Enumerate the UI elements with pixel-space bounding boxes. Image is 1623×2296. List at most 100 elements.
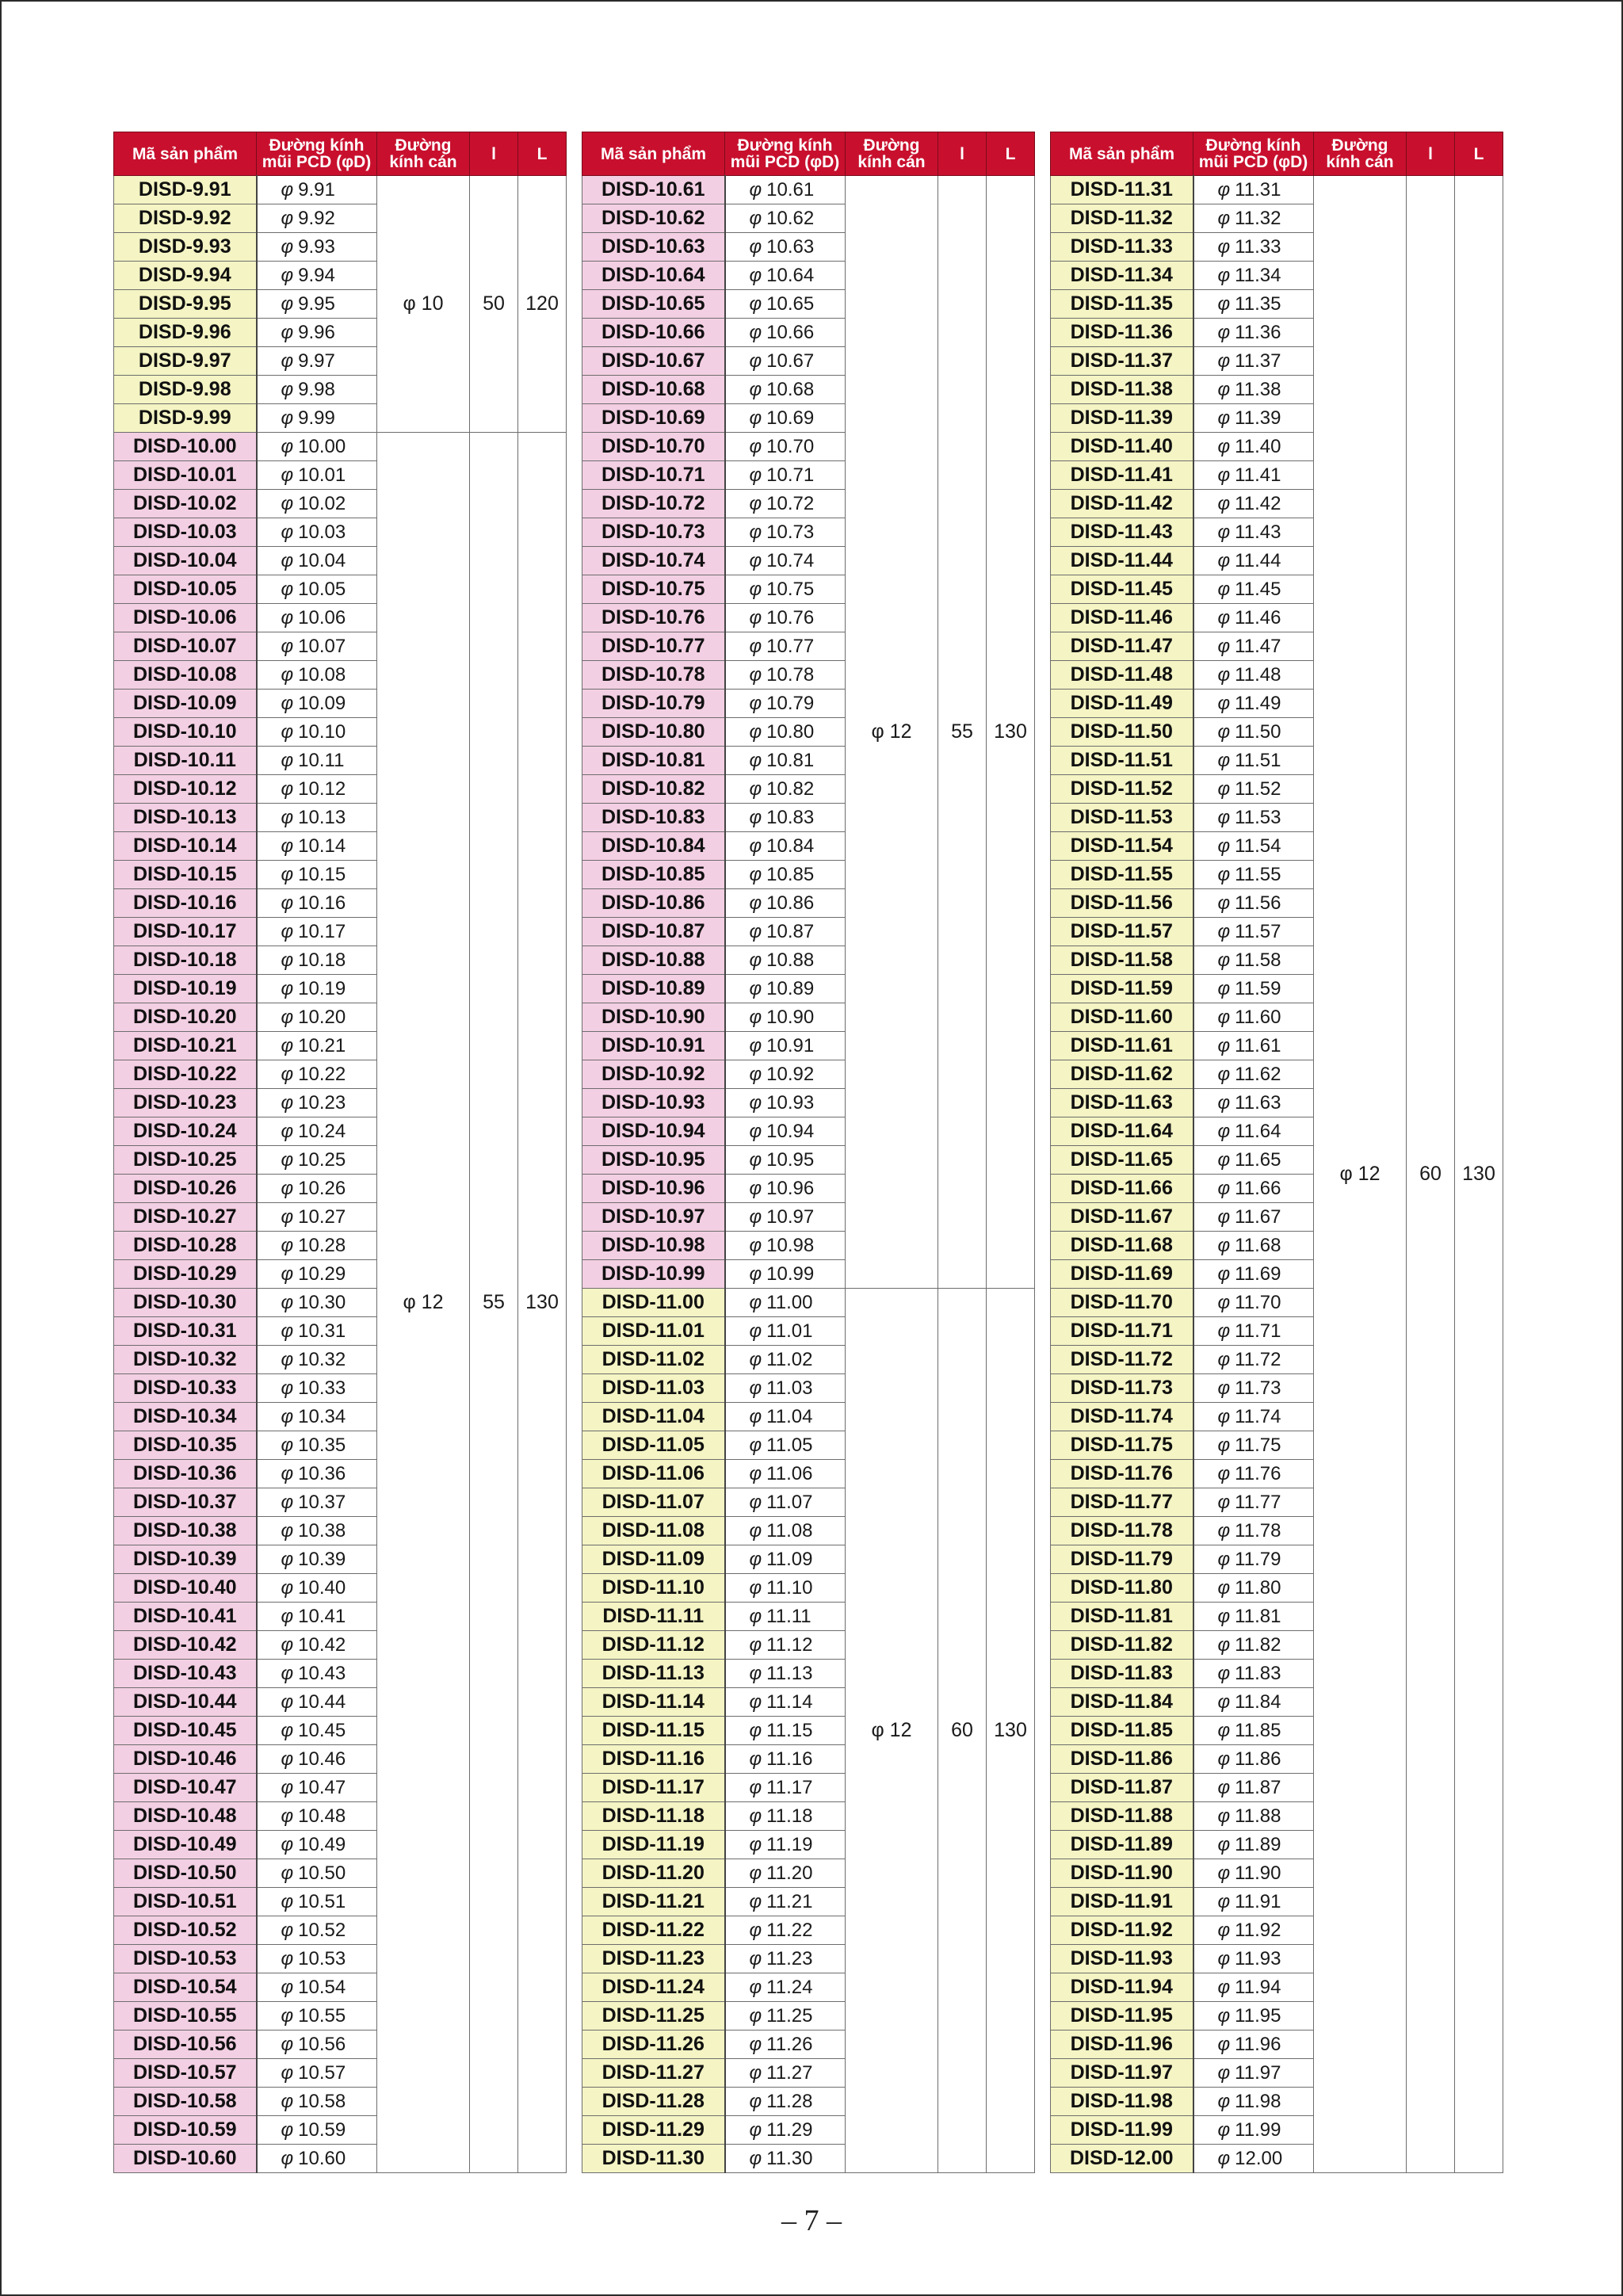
phi-symbol: φ (281, 635, 294, 657)
shank-diameter-cell: φ 12 (845, 175, 938, 1289)
phi-symbol: φ (281, 1348, 294, 1370)
pcd-diameter-cell: φ 9.93 (256, 232, 377, 262)
phi-symbol: φ (749, 1548, 762, 1570)
pcd-diameter-value: 11.36 (1235, 321, 1281, 343)
phi-symbol: φ (281, 521, 294, 543)
phi-symbol: φ (749, 1976, 762, 1998)
product-code-cell: DISD-11.69 (1050, 1259, 1194, 1289)
product-code-cell: DISD-11.32 (1050, 204, 1194, 233)
pcd-diameter-value: 11.39 (1235, 407, 1281, 429)
phi-symbol: φ (1217, 806, 1231, 828)
table-row: DISD-10.20 φ 10.20 (113, 1003, 567, 1032)
table-row: DISD-11.26 φ 11.26 (582, 2030, 1035, 2059)
product-code-cell: DISD-11.95 (1050, 2001, 1194, 2030)
product-code-cell: DISD-11.45 (1050, 575, 1194, 604)
pcd-diameter-cell: φ 10.91 (724, 1031, 846, 1060)
product-code-cell: DISD-11.17 (582, 1773, 726, 1802)
product-code-cell: DISD-11.66 (1050, 1174, 1194, 1203)
table-row: DISD-11.31 φ 11.31 φ 12 60 130 (1050, 175, 1503, 2173)
pcd-diameter-value: 11.57 (1235, 920, 1281, 942)
product-code-cell: DISD-11.11 (582, 1602, 726, 1631)
phi-symbol: φ (281, 1177, 294, 1199)
product-code-cell: DISD-10.16 (113, 888, 258, 918)
product-code-cell: DISD-11.00 (582, 1288, 726, 1317)
table-row: DISD-10.00 φ 10.00 φ 12 55 130 (113, 432, 567, 2173)
pcd-diameter-cell: φ 10.56 (256, 2030, 377, 2059)
pcd-diameter-cell: φ 11.97 (1193, 2058, 1314, 2088)
pcd-diameter-value: 11.22 (766, 1919, 813, 1941)
pcd-diameter-cell: φ 11.46 (1193, 603, 1314, 632)
pcd-diameter-cell: φ 10.26 (256, 1174, 377, 1203)
pcd-diameter-value: 10.94 (766, 1120, 815, 1142)
pcd-diameter-cell: φ 11.79 (1193, 1545, 1314, 1574)
table-row: DISD-11.57 φ 11.57 (1050, 917, 1503, 946)
phi-symbol: φ (749, 806, 762, 828)
table-row: DISD-10.78 φ 10.78 (582, 660, 1035, 690)
product-code-cell: DISD-11.78 (1050, 1516, 1194, 1545)
pcd-diameter-cell: φ 10.16 (256, 888, 377, 918)
pcd-diameter-value: 10.28 (298, 1234, 346, 1256)
product-code-cell: DISD-10.15 (113, 860, 258, 889)
product-code-cell: DISD-11.31 (1050, 175, 1194, 204)
table-row: DISD-11.65 φ 11.65 (1050, 1145, 1503, 1175)
table-row: DISD-9.94 φ 9.94 (113, 261, 567, 290)
pcd-diameter-cell: φ 11.18 (724, 1801, 846, 1831)
pcd-diameter-value: 11.84 (1235, 1690, 1281, 1713)
pcd-diameter-cell: φ 9.94 (256, 261, 377, 290)
pcd-diameter-value: 10.98 (766, 1234, 815, 1256)
table-row: DISD-10.65 φ 10.65 (582, 289, 1035, 319)
product-code-cell: DISD-10.32 (113, 1345, 258, 1374)
table-row: DISD-10.42 φ 10.42 (113, 1630, 567, 1660)
pcd-diameter-cell: φ 11.94 (1193, 1973, 1314, 2002)
pcd-diameter-cell: φ 11.37 (1193, 346, 1314, 376)
product-code-cell: DISD-11.50 (1050, 717, 1194, 747)
table-row: DISD-9.98 φ 9.98 (113, 375, 567, 404)
table-row: DISD-11.21 φ 11.21 (582, 1887, 1035, 1916)
product-code-cell: DISD-10.65 (582, 289, 726, 319)
phi-symbol: φ (749, 1862, 762, 1884)
phi-symbol: φ (1217, 321, 1231, 343)
pcd-diameter-cell: φ 10.73 (724, 518, 846, 547)
pcd-diameter-cell: φ 10.42 (256, 1630, 377, 1660)
pcd-diameter-cell: φ 11.81 (1193, 1602, 1314, 1631)
phi-symbol: φ (1217, 2147, 1231, 2169)
phi-symbol: φ (749, 378, 762, 400)
pcd-diameter-cell: φ 10.09 (256, 689, 377, 718)
pcd-diameter-cell: φ 11.39 (1193, 403, 1314, 433)
pcd-diameter-value: 11.21 (766, 1890, 813, 1912)
pcd-diameter-value: 10.18 (298, 949, 346, 971)
table-row: DISD-11.25 φ 11.25 (582, 2001, 1035, 2030)
pcd-diameter-cell: φ 10.14 (256, 831, 377, 861)
pcd-diameter-cell: φ 10.38 (256, 1516, 377, 1545)
table-row: DISD-10.28 φ 10.28 (113, 1231, 567, 1260)
phi-symbol: φ (749, 1519, 762, 1541)
pcd-diameter-value: 11.47 (1235, 635, 1281, 657)
pcd-diameter-value: 11.48 (1235, 663, 1281, 686)
product-code-cell: DISD-10.92 (582, 1060, 726, 1089)
pcd-diameter-value: 11.74 (1235, 1405, 1281, 1427)
pcd-diameter-cell: φ 11.08 (724, 1516, 846, 1545)
product-code-cell: DISD-11.83 (1050, 1659, 1194, 1688)
phi-symbol: φ (281, 949, 294, 971)
overall-length-cell: 120 (517, 175, 567, 433)
pcd-diameter-cell: φ 9.97 (256, 346, 377, 376)
product-code-cell: DISD-10.73 (582, 518, 726, 547)
table-row: DISD-11.51 φ 11.51 (1050, 746, 1503, 775)
phi-symbol: φ (1217, 521, 1231, 543)
phi-symbol: φ (1217, 549, 1231, 571)
product-code-cell: DISD-11.74 (1050, 1402, 1194, 1431)
pcd-diameter-value: 11.33 (1235, 235, 1281, 258)
product-table-column-3: Mã sản phẩm Đường kính mũi PCD (φD) Đườn… (1050, 132, 1503, 2173)
table-row: DISD-10.79 φ 10.79 (582, 689, 1035, 718)
pcd-diameter-value: 10.16 (298, 892, 346, 914)
table-row: DISD-11.28 φ 11.28 (582, 2087, 1035, 2116)
pcd-diameter-value: 10.52 (298, 1919, 346, 1941)
pcd-diameter-value: 9.93 (298, 235, 335, 258)
product-code-cell: DISD-11.08 (582, 1516, 726, 1545)
phi-symbol: φ (749, 264, 762, 286)
phi-symbol: φ (281, 1377, 294, 1399)
table-row: DISD-11.72 φ 11.72 (1050, 1345, 1503, 1374)
product-code-cell: DISD-10.04 (113, 546, 258, 575)
phi-symbol: φ (749, 1263, 762, 1285)
product-code-cell: DISD-10.05 (113, 575, 258, 604)
